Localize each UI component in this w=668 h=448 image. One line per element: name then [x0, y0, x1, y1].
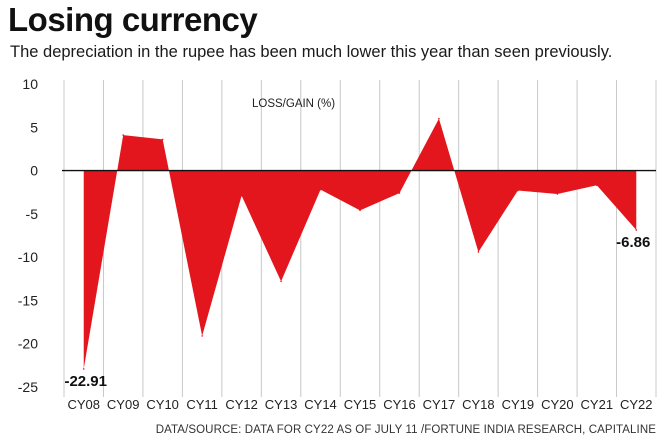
x-tick-label: CY10	[146, 397, 179, 412]
data-point-cy17	[438, 117, 440, 120]
x-tick-label: CY16	[383, 397, 416, 412]
y-tick-label: -25	[18, 379, 38, 395]
chart-subtitle: The depreciation in the rupee has been m…	[10, 43, 613, 61]
data-point-cy14	[319, 188, 322, 191]
data-point-cy20	[556, 193, 559, 195]
x-tick-label: CY14	[304, 397, 337, 412]
data-point-cy12	[240, 194, 243, 197]
x-tick-label: CY22	[620, 397, 653, 412]
x-tick-label: CY15	[344, 397, 377, 412]
x-tick-label: CY17	[423, 397, 456, 412]
x-tick-label: CY19	[502, 397, 535, 412]
data-point-cy09	[122, 134, 124, 136]
x-tick-label: CY09	[107, 397, 140, 412]
y-tick-label: -20	[18, 336, 38, 352]
y-tick-label: -5	[26, 206, 39, 222]
x-tick-label: CY08	[67, 397, 100, 412]
area-fill	[83, 118, 637, 369]
data-point-cy22	[635, 229, 638, 231]
data-point-cy08	[82, 368, 85, 370]
y-axis-label: LOSS/GAIN (%)	[252, 98, 335, 110]
x-tick-label: CY21	[581, 397, 614, 412]
data-point-cy19	[517, 189, 519, 192]
data-point-cy10	[161, 138, 164, 141]
area-series	[82, 117, 638, 370]
y-tick-label: 0	[30, 163, 38, 179]
data-point-cy11	[201, 335, 203, 337]
y-tick-labels: 10 5 0 -5 -10 -15 -20 -25	[18, 76, 38, 395]
x-tick-label: CY12	[225, 397, 258, 412]
data-point-cy16	[398, 192, 401, 194]
x-tick-labels: CY08 CY09 CY10 CY11 CY12 CY13 CY14 CY15 CY16 CY17…	[67, 397, 652, 412]
data-label-cy22: -6.86	[616, 234, 650, 251]
x-tick-label: CY11	[186, 397, 218, 412]
data-labels: -22.91 -6.86	[64, 234, 650, 390]
data-point-cy18	[477, 251, 480, 253]
chart-title: Losing currency	[8, 1, 258, 38]
x-tick-label: CY13	[265, 397, 298, 412]
data-point-cy13	[280, 280, 282, 283]
y-tick-label: -10	[18, 249, 38, 265]
y-tick-label: 10	[22, 76, 38, 92]
grid-lines	[63, 80, 657, 397]
data-point-cy15	[359, 209, 361, 212]
y-tick-label: -15	[18, 292, 38, 308]
data-point-cy21	[596, 184, 598, 187]
data-label-cy08: -22.91	[64, 373, 107, 390]
x-tick-label: CY18	[462, 397, 495, 412]
y-tick-label: 5	[30, 119, 38, 135]
source-note: DATA/SOURCE: DATA FOR CY22 AS OF JULY 11…	[155, 424, 656, 436]
x-tick-label: CY20	[541, 397, 574, 412]
